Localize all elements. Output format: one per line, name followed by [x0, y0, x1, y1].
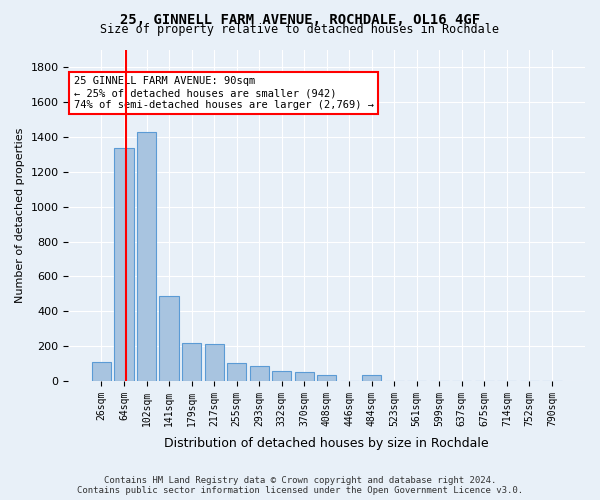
Bar: [137, 132, 156, 381]
Bar: [182, 344, 201, 381]
Y-axis label: Number of detached properties: Number of detached properties: [15, 128, 25, 303]
Bar: [92, 362, 111, 381]
Bar: [317, 375, 336, 381]
Bar: [362, 375, 382, 381]
Text: Contains HM Land Registry data © Crown copyright and database right 2024.
Contai: Contains HM Land Registry data © Crown c…: [77, 476, 523, 495]
X-axis label: Distribution of detached houses by size in Rochdale: Distribution of detached houses by size …: [164, 437, 489, 450]
Bar: [272, 372, 291, 381]
Bar: [250, 366, 269, 381]
Bar: [227, 362, 246, 381]
Bar: [205, 344, 224, 381]
Bar: [295, 372, 314, 381]
Bar: [115, 148, 134, 381]
Text: 25 GINNELL FARM AVENUE: 90sqm
← 25% of detached houses are smaller (942)
74% of : 25 GINNELL FARM AVENUE: 90sqm ← 25% of d…: [74, 76, 374, 110]
Text: Size of property relative to detached houses in Rochdale: Size of property relative to detached ho…: [101, 22, 499, 36]
Text: 25, GINNELL FARM AVENUE, ROCHDALE, OL16 4GF: 25, GINNELL FARM AVENUE, ROCHDALE, OL16 …: [120, 12, 480, 26]
Bar: [160, 296, 179, 381]
